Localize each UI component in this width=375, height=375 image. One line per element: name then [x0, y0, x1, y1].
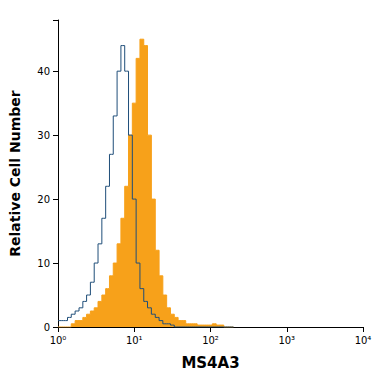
svg-text:10: 10 [37, 258, 50, 269]
svg-text:0: 0 [44, 322, 50, 333]
svg-text:Relative Cell Number: Relative Cell Number [7, 90, 23, 257]
svg-text:40: 40 [37, 66, 50, 77]
svg-text:20: 20 [37, 194, 50, 205]
svg-text:30: 30 [37, 130, 50, 141]
svg-text:10³: 10³ [278, 335, 295, 346]
svg-text:10¹: 10¹ [126, 335, 143, 346]
svg-text:10²: 10² [202, 335, 219, 346]
svg-text:10⁰: 10⁰ [50, 335, 67, 346]
svg-text:MS4A3: MS4A3 [181, 354, 239, 372]
svg-text:10⁴: 10⁴ [355, 335, 372, 346]
